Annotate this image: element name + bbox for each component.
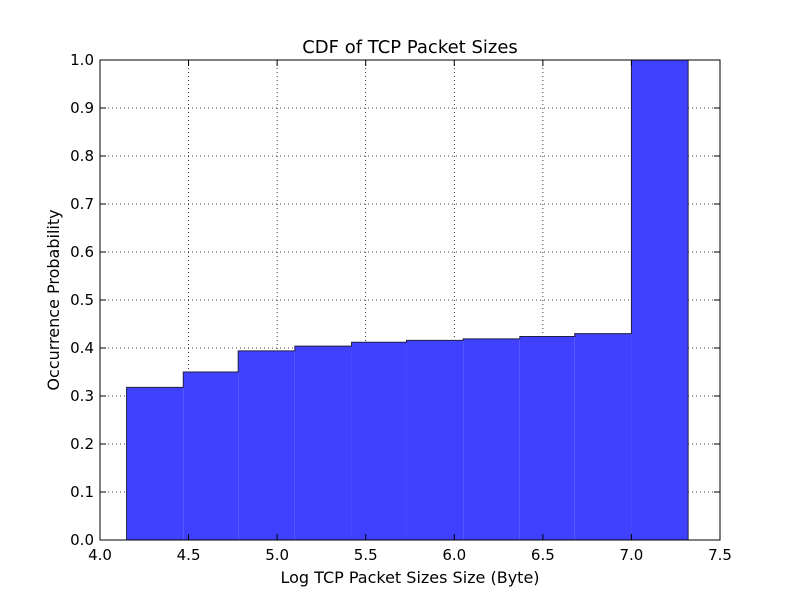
x-axis-label: Log TCP Packet Sizes Size (Byte) — [280, 568, 539, 587]
y-tick-label: 0.3 — [70, 387, 94, 405]
cdf-bar — [406, 340, 464, 540]
cdf-bar — [631, 60, 689, 540]
x-tick-label: 6.0 — [442, 546, 466, 564]
y-tick-label: 1.0 — [70, 51, 94, 69]
y-tick-label: 0.1 — [70, 483, 94, 501]
x-tick-label: 5.5 — [354, 546, 378, 564]
y-tick-label: 0.0 — [70, 531, 94, 549]
chart-title: CDF of TCP Packet Sizes — [302, 37, 518, 58]
y-tick-label: 0.4 — [70, 339, 94, 357]
cdf-bar — [238, 350, 295, 540]
tick-labels: 4.0 4.5 5.0 5.5 6.0 6.5 7.0 7.5 0.0 0.1 0.2 0.3 0.4 0… — [70, 51, 732, 564]
cdf-bar — [574, 333, 632, 540]
cdf-bar — [183, 372, 239, 540]
y-tick-label: 0.2 — [70, 435, 94, 453]
cdf-bar — [294, 346, 352, 540]
x-tick-label: 6.5 — [531, 546, 555, 564]
y-tick-label: 0.6 — [70, 243, 94, 261]
y-tick-label: 0.8 — [70, 147, 94, 165]
cdf-bar — [463, 338, 520, 540]
y-axis-label: Occurrence Probability — [44, 209, 63, 390]
cdf-outline — [126, 59, 689, 540]
cdf-bars — [126, 59, 689, 540]
y-tick-label: 0.7 — [70, 195, 94, 213]
cdf-bar — [126, 387, 184, 540]
x-tick-label: 4.5 — [177, 546, 201, 564]
cdf-bar — [351, 342, 407, 540]
y-tick-label: 0.9 — [70, 99, 94, 117]
x-tick-label: 4.0 — [88, 546, 112, 564]
cdf-bar — [519, 336, 575, 540]
x-tick-label: 7.5 — [708, 546, 732, 564]
x-tick-label: 5.0 — [265, 546, 289, 564]
axes — [99, 59, 721, 541]
y-tick-label: 0.5 — [70, 291, 94, 309]
x-tick-label: 7.0 — [619, 546, 643, 564]
